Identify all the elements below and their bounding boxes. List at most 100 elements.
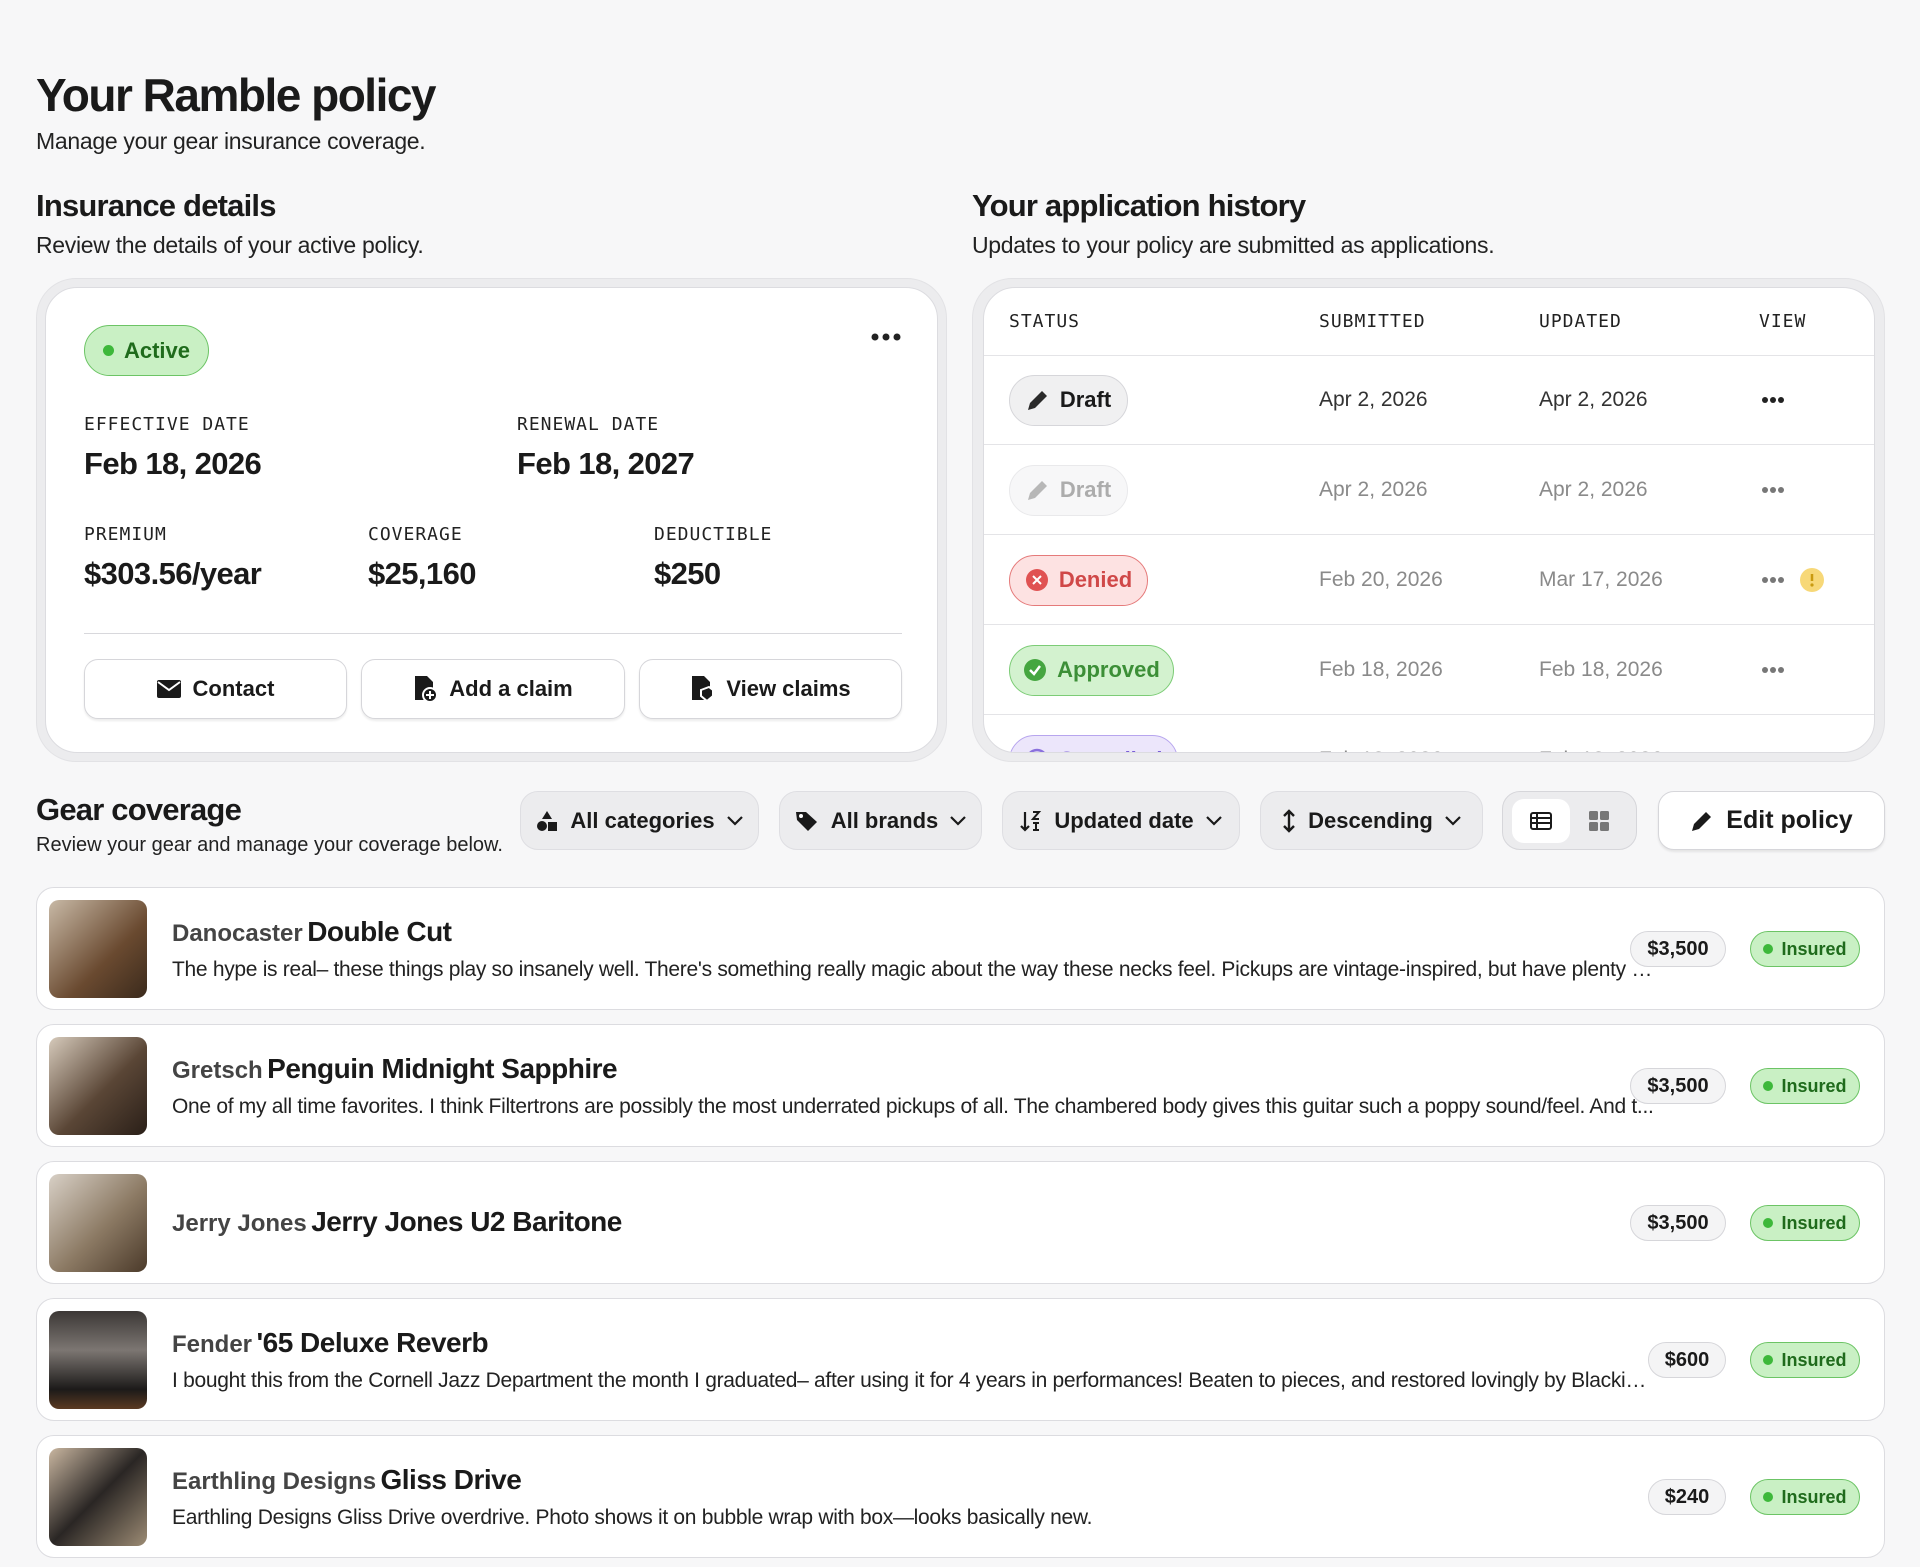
gear-item[interactable]: Earthling Designs Gliss Drive Earthling D…: [36, 1435, 1885, 1558]
updated-date: Feb 18, 2026: [1539, 748, 1663, 752]
icon: [156, 680, 181, 698]
section-subtitle: Updates to your policy are submitted as …: [972, 232, 1495, 258]
updated-date: Mar 17, 2026: [1539, 568, 1663, 591]
icon: [1023, 658, 1047, 682]
gear-model: Jerry Jones U2 Baritone: [311, 1206, 622, 1237]
menu-button[interactable]: [871, 332, 901, 342]
gear-item[interactable]: Jerry Jones Jerry Jones U2 Baritone $3,50…: [36, 1161, 1885, 1284]
button-label: Edit policy: [1726, 806, 1853, 834]
column-header: VIEW: [1759, 311, 1807, 332]
gear-item[interactable]: Danocaster Double Cut The hype is real– t…: [36, 887, 1885, 1010]
gear-brand: Earthling Designs: [172, 1468, 377, 1495]
icon: [1445, 815, 1461, 826]
status-text: Insured: [1781, 938, 1847, 959]
column-header: SUBMITTED: [1319, 311, 1426, 332]
icon: [1588, 810, 1609, 831]
gear-photo: [49, 900, 147, 998]
status-dot: [1763, 944, 1774, 954]
status-text: Draft: [1059, 387, 1112, 412]
gear-photo: [49, 1448, 147, 1546]
gear-brand: Fender: [172, 1331, 253, 1358]
field-label: COVERAGE: [368, 524, 463, 545]
icon: [1026, 388, 1050, 412]
filter-label: Descending: [1308, 807, 1433, 833]
edit-policy-button[interactable]: Edit policy: [1658, 791, 1885, 850]
gear-brand: Jerry Jones: [172, 1210, 307, 1237]
gear-photo: [49, 1174, 147, 1272]
field-value: Feb 18, 2027: [517, 446, 695, 481]
gear-model: Double Cut: [307, 916, 452, 947]
warning-icon: [1799, 567, 1825, 593]
view-claims-button[interactable]: View claims: [639, 659, 902, 719]
field-label: EFFECTIVE DATE: [84, 414, 250, 435]
updated-date: Feb 18, 2026: [1539, 658, 1663, 681]
status-text: Cancelled: [1059, 747, 1163, 752]
price-tag: $600: [1648, 1342, 1726, 1378]
icon: [795, 810, 819, 832]
field-label: DEDUCTIBLE: [654, 524, 773, 545]
list-view-button[interactable]: [1511, 798, 1570, 843]
field-value: $303.56/year: [84, 556, 262, 591]
add-claim-button[interactable]: Add a claim: [361, 659, 625, 719]
insured-pill: Insured: [1750, 1342, 1860, 1378]
section-title: Insurance details: [36, 188, 276, 223]
gear-model: '65 Deluxe Reverb: [256, 1327, 489, 1358]
gear-name: Earthling Designs Gliss Drive: [172, 1464, 522, 1496]
price-tag: $3,500: [1630, 1068, 1726, 1104]
column-header: UPDATED: [1539, 311, 1622, 332]
icon: [1529, 811, 1552, 830]
gear-name: Jerry Jones Jerry Jones U2 Baritone: [172, 1206, 622, 1238]
gear-name: Gretsch Penguin Midnight Sapphire: [172, 1053, 618, 1085]
field-value: Feb 18, 2026: [84, 446, 262, 481]
updated-date: Apr 2, 2026: [1539, 478, 1648, 501]
view-menu[interactable]: [1762, 576, 1784, 584]
icon: [1025, 748, 1049, 752]
contact-button[interactable]: Contact: [84, 659, 347, 719]
button-label: Contact: [192, 676, 275, 701]
status-text: Active: [123, 337, 191, 363]
button-label: Add a claim: [449, 676, 573, 701]
status-text: Draft: [1059, 477, 1112, 502]
section-title: Gear coverage: [36, 792, 242, 827]
status-text: Approved: [1057, 657, 1160, 682]
filter-dropdown[interactable]: All categories: [520, 791, 759, 850]
submitted-date: Apr 2, 2026: [1319, 478, 1428, 501]
grid-view-button[interactable]: [1570, 799, 1628, 843]
price-tag: $3,500: [1630, 1205, 1726, 1241]
icon: [1692, 811, 1712, 831]
gear-item[interactable]: Gretsch Penguin Midnight Sapphire One of …: [36, 1024, 1885, 1147]
filter-dropdown[interactable]: Descending: [1260, 791, 1483, 850]
status-dot: [1763, 1081, 1774, 1091]
gear-photo: [49, 1311, 147, 1409]
page-subtitle: Manage your gear insurance coverage.: [36, 128, 426, 154]
insured-pill: Insured: [1750, 1205, 1860, 1241]
gear-description: One of my all time favorites. I think Fi…: [172, 1095, 1654, 1118]
section-title: Your application history: [972, 188, 1306, 223]
history-table: STATUS SUBMITTED UPDATED VIEW Draft Apr 2…: [983, 287, 1875, 753]
status-text: Insured: [1781, 1212, 1847, 1233]
history-row: Cancelled Feb 18, 2026 Feb 18, 2026: [984, 716, 1874, 752]
gear-description: Earthling Designs Gliss Drive overdrive.…: [172, 1506, 1093, 1529]
icon: [1020, 810, 1042, 832]
icon: [1205, 815, 1222, 826]
status-dot: [1763, 1218, 1774, 1228]
price-tag: $240: [1648, 1479, 1726, 1515]
view-menu[interactable]: [1762, 666, 1784, 674]
icon: [1762, 396, 1784, 404]
view-menu[interactable]: [1762, 486, 1784, 494]
view-menu[interactable]: [1762, 396, 1784, 404]
gear-item[interactable]: Fender '65 Deluxe Reverb I bought this fr…: [36, 1298, 1885, 1421]
status-dot: [1763, 1492, 1774, 1502]
icon: [415, 676, 438, 702]
gear-name: Fender '65 Deluxe Reverb: [172, 1327, 489, 1359]
price-tag: $3,500: [1630, 931, 1726, 967]
icon: [1026, 478, 1050, 502]
filter-dropdown[interactable]: Updated date: [1002, 791, 1240, 850]
filter-dropdown[interactable]: All brands: [779, 791, 982, 850]
submitted-date: Feb 20, 2026: [1319, 568, 1443, 591]
gear-brand: Danocaster: [172, 920, 303, 947]
icon: [1282, 808, 1296, 833]
submitted-date: Feb 18, 2026: [1319, 748, 1443, 752]
gear-description: I bought this from the Cornell Jazz Depa…: [172, 1369, 1657, 1392]
